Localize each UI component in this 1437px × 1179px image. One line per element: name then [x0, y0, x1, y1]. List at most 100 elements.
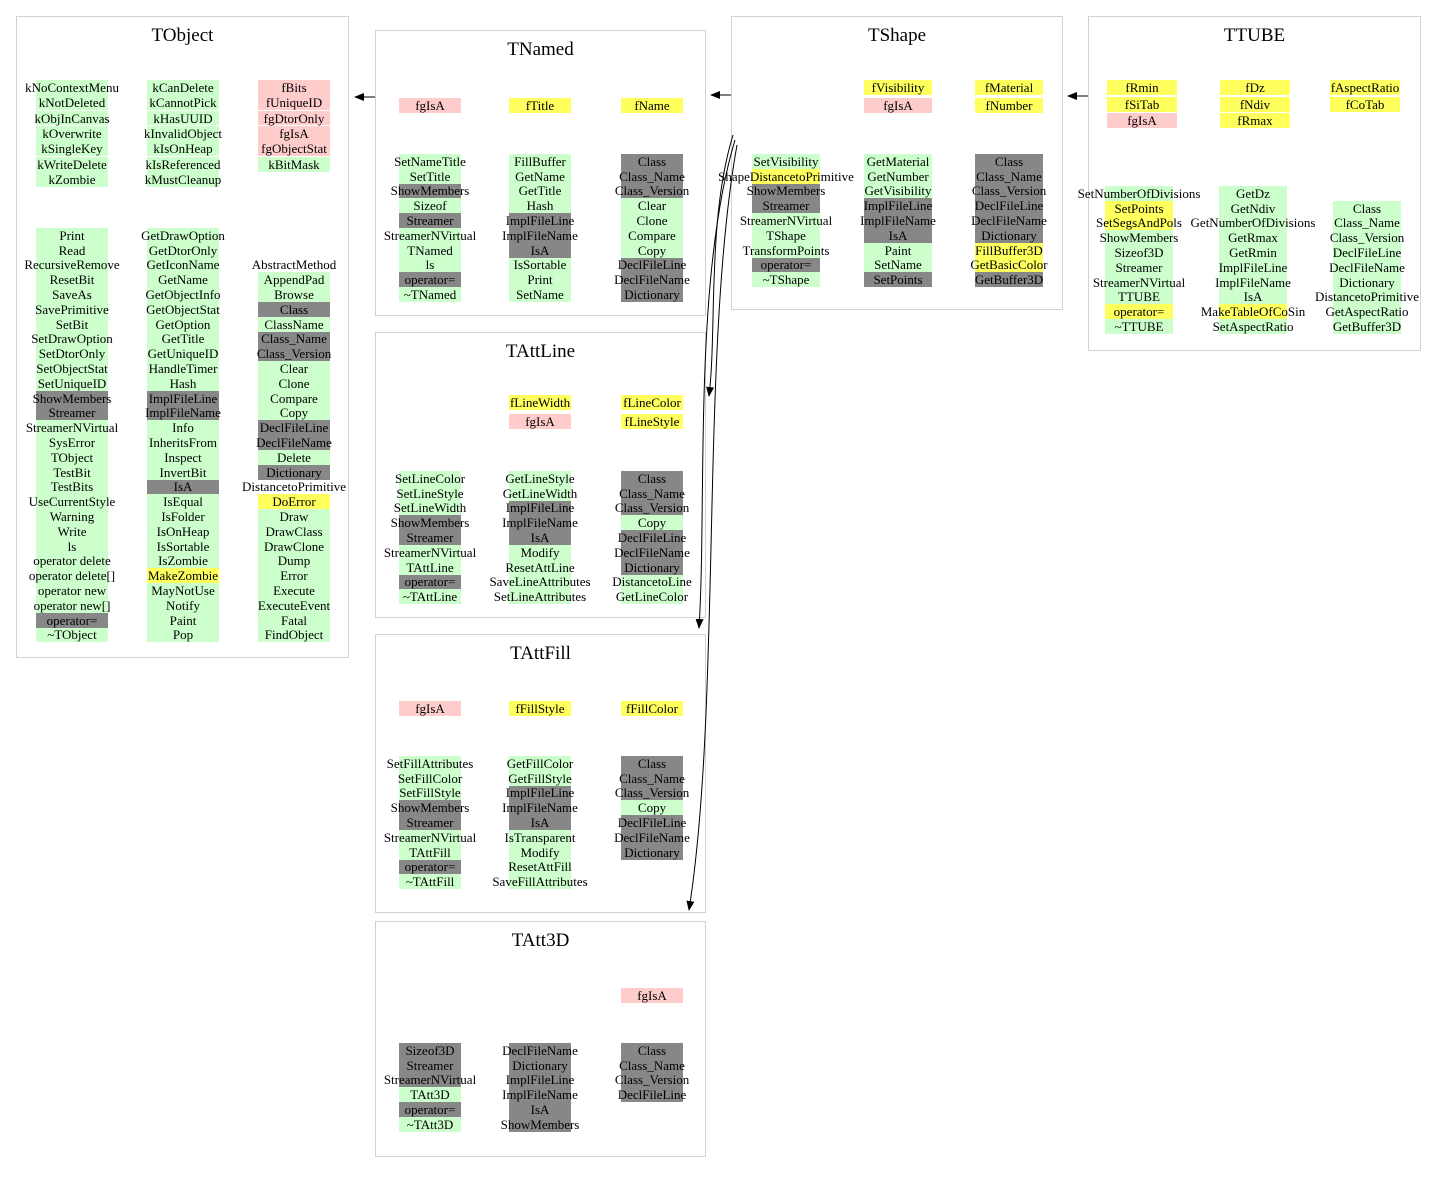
method-item[interactable]: DeclFileName [256, 435, 332, 451]
method-item[interactable]: Draw [258, 509, 330, 524]
method-item[interactable]: ImplFileLine [505, 1072, 575, 1088]
method-item[interactable]: SaveFillAttributes [492, 874, 588, 890]
method-item[interactable]: Hash [509, 198, 571, 214]
method-item[interactable]: ImplFileName [502, 227, 578, 243]
method-item[interactable]: FindObject [258, 627, 330, 643]
method-item[interactable]: FillBuffer [509, 154, 571, 169]
method-item[interactable]: operator= [399, 859, 461, 875]
field-item[interactable]: fRmin [1107, 80, 1177, 95]
method-item[interactable]: ResetAttLine [505, 559, 575, 575]
method-item[interactable]: Error [258, 568, 330, 584]
flag-item[interactable]: kIsOnHeap [147, 141, 219, 157]
method-item[interactable]: InvertBit [147, 464, 219, 480]
method-item[interactable]: Clone [621, 213, 683, 228]
method-item[interactable]: Execute [258, 583, 330, 598]
method-item[interactable]: UseCurrentStyle [28, 494, 116, 510]
method-item[interactable]: Modify [509, 544, 571, 560]
method-item[interactable]: Paint [147, 612, 219, 628]
method-item[interactable]: Sizeof [399, 198, 461, 214]
method-item[interactable]: ImplFileName [502, 515, 578, 531]
field-item[interactable]: fgIsA [509, 414, 571, 429]
method-item[interactable]: DistancetoLine [612, 574, 692, 590]
method-item[interactable]: ShowMembers [746, 183, 826, 199]
field-item[interactable]: kBitMask [258, 156, 330, 172]
method-item[interactable]: DrawClass [258, 523, 330, 539]
method-item[interactable]: Sizeof3D [1105, 245, 1173, 260]
method-item[interactable]: Dictionary [621, 559, 683, 575]
method-item[interactable]: Class [258, 301, 330, 317]
method-item[interactable]: Print [509, 272, 571, 288]
flag-item[interactable]: kCannotPick [147, 95, 219, 111]
method-item[interactable]: IsA [147, 479, 219, 495]
method-item[interactable]: IsA [509, 242, 571, 258]
method-item[interactable]: DeclFileName [614, 829, 690, 845]
field-item[interactable]: fgIsA [621, 988, 683, 1003]
field-item[interactable]: fgIsA [864, 98, 932, 113]
method-item[interactable]: DeclFileLine [974, 198, 1044, 214]
method-item[interactable]: DeclFileName [1329, 259, 1405, 275]
method-item[interactable]: MakeTableOfCoSin [1200, 304, 1306, 320]
flag-item[interactable]: kZombie [36, 172, 108, 187]
method-item[interactable]: ls [399, 257, 461, 273]
method-item[interactable]: SetFillColor [397, 770, 463, 786]
flag-item[interactable]: kIsReferenced [145, 156, 221, 172]
method-item[interactable]: Class_Name [619, 485, 685, 501]
method-item[interactable]: TestBits [36, 479, 108, 495]
method-item[interactable]: Clone [258, 375, 330, 391]
method-item[interactable]: GetRmin [1219, 245, 1287, 260]
field-item[interactable]: fUniqueID [258, 95, 330, 111]
method-item[interactable]: IsSortable [147, 538, 219, 554]
field-item[interactable]: fLineStyle [621, 414, 683, 429]
field-item[interactable]: fCoTab [1330, 96, 1400, 112]
method-item[interactable]: Streamer [399, 530, 461, 545]
method-item[interactable]: Paint [864, 242, 932, 258]
method-item[interactable]: IsEqual [147, 494, 219, 510]
method-item[interactable]: Class_Version [971, 183, 1047, 199]
method-item[interactable]: GetBasicColor [970, 257, 1048, 273]
method-item[interactable]: AbstractMethod [251, 257, 337, 273]
method-item[interactable]: Class [975, 154, 1043, 169]
method-item[interactable]: DeclFileLine [617, 530, 687, 546]
method-item[interactable]: Class [621, 154, 683, 169]
method-item[interactable]: StreamerNVirtual [25, 420, 119, 436]
method-item[interactable]: TShape [752, 227, 820, 243]
method-item[interactable]: GetTitle [147, 331, 219, 347]
method-item[interactable]: Delete [258, 449, 330, 465]
method-item[interactable]: Class_Version [614, 500, 690, 516]
method-item[interactable]: operator= [399, 1102, 461, 1117]
method-item[interactable]: ImplFileName [502, 800, 578, 816]
method-item[interactable]: Streamer [399, 213, 461, 228]
method-item[interactable]: operator new [36, 583, 108, 599]
method-item[interactable]: HandleTimer [147, 361, 219, 377]
method-item[interactable]: ~TAtt3D [399, 1116, 461, 1132]
method-item[interactable]: ResetBit [36, 272, 108, 288]
field-item[interactable]: fLineWidth [509, 395, 571, 410]
field-item[interactable]: fVisibility [864, 80, 932, 95]
method-item[interactable]: Compare [258, 390, 330, 406]
method-item[interactable]: Print [36, 228, 108, 243]
method-item[interactable]: Dictionary [621, 287, 683, 302]
method-item[interactable]: StreamerNVirtual [739, 213, 833, 229]
method-item[interactable]: Streamer [752, 198, 820, 214]
method-item[interactable]: Pop [147, 627, 219, 643]
field-item[interactable]: fNdiv [1220, 96, 1290, 112]
method-item[interactable]: GetName [509, 168, 571, 184]
method-item[interactable]: InheritsFrom [147, 435, 219, 450]
method-item[interactable]: TNamed [399, 242, 461, 258]
method-item[interactable]: StreamerNVirtual [383, 829, 477, 845]
method-item[interactable]: SetBit [36, 316, 108, 332]
method-item[interactable]: Class_Name [619, 168, 685, 184]
flag-item[interactable]: kWriteDelete [36, 156, 108, 172]
method-item[interactable]: GetFillColor [506, 755, 574, 771]
method-item[interactable]: SetDrawOption [31, 331, 113, 347]
method-item[interactable]: Compare [621, 227, 683, 243]
method-item[interactable]: GetLineStyle [505, 470, 575, 486]
method-item[interactable]: GetUniqueID [147, 346, 219, 362]
method-item[interactable]: Dictionary [1333, 274, 1401, 290]
method-item[interactable]: ShowMembers [32, 390, 112, 406]
method-item[interactable]: operator delete [33, 553, 111, 569]
method-item[interactable]: ImplFileName [860, 213, 936, 229]
method-item[interactable]: GetObjectStat [146, 301, 220, 317]
method-item[interactable]: SetDtorOnly [36, 346, 108, 362]
method-item[interactable]: Class [621, 471, 683, 486]
